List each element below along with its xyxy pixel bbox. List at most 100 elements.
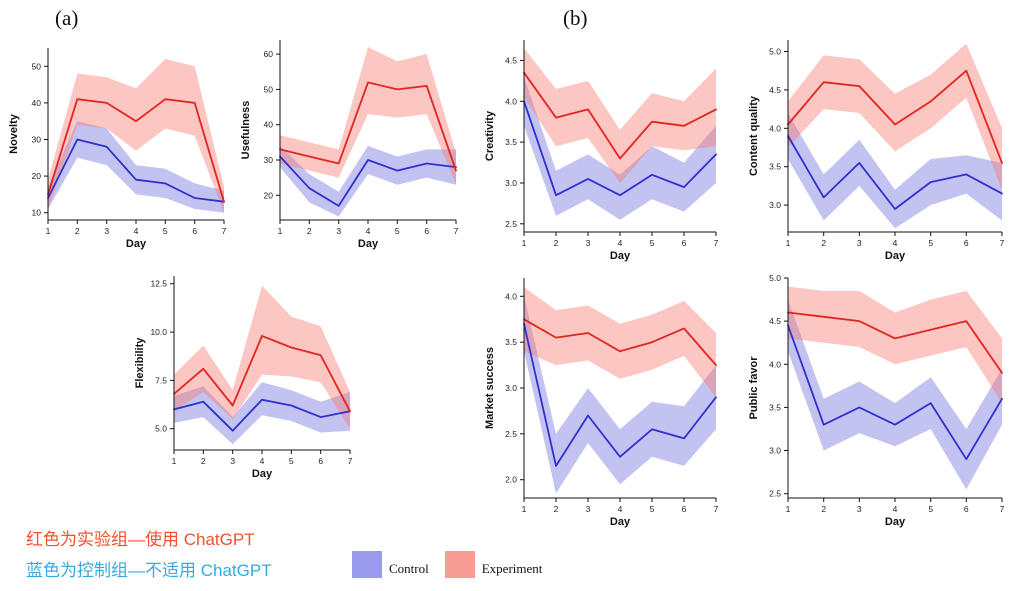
svg-text:3: 3 [857, 504, 862, 514]
svg-text:Flexibility: Flexibility [134, 337, 146, 389]
svg-text:1: 1 [786, 238, 791, 248]
control-legend-label: Control [389, 561, 429, 576]
svg-text:3: 3 [586, 238, 591, 248]
chart-flexibility: 1 2 3 4 5 6 7 5.0 7.5 10.0 12.5 Day Flexibility [132, 268, 358, 482]
svg-text:2: 2 [821, 238, 826, 248]
svg-text:4: 4 [893, 238, 898, 248]
svg-text:Creativity: Creativity [484, 110, 496, 161]
svg-text:4: 4 [893, 504, 898, 514]
svg-text:2.5: 2.5 [769, 489, 781, 499]
svg-text:4.0: 4.0 [505, 96, 517, 106]
svg-text:5.0: 5.0 [155, 424, 167, 434]
svg-text:Day: Day [610, 516, 631, 528]
svg-text:40: 40 [264, 120, 274, 130]
svg-text:10.0: 10.0 [150, 327, 167, 337]
svg-text:2: 2 [307, 226, 312, 236]
svg-text:6: 6 [964, 238, 969, 248]
svg-text:4.5: 4.5 [769, 85, 781, 95]
svg-text:7.5: 7.5 [155, 375, 167, 385]
chart-market-success: 1 2 3 4 5 6 7 2.0 2.5 3.0 3.5 4.0 Day Market success [482, 270, 724, 530]
svg-text:4: 4 [260, 456, 265, 466]
svg-text:60: 60 [264, 49, 274, 59]
svg-text:4: 4 [618, 238, 623, 248]
panel-label-a: (a) [55, 6, 79, 30]
chart-novelty: 1 2 3 4 5 6 7 10 20 30 40 50 Day Novelty [6, 40, 232, 252]
svg-text:40: 40 [32, 98, 42, 108]
svg-text:7: 7 [1000, 504, 1005, 514]
svg-text:7: 7 [348, 456, 353, 466]
svg-text:Usefulness: Usefulness [240, 101, 252, 160]
svg-text:1: 1 [522, 504, 527, 514]
svg-text:50: 50 [264, 84, 274, 94]
svg-text:3: 3 [857, 238, 862, 248]
color-notes: 红色为实验组—使用 ChatGPT 蓝色为控制组—不适用 ChatGPT [26, 524, 272, 586]
svg-text:5: 5 [650, 504, 655, 514]
svg-text:30: 30 [264, 155, 274, 165]
svg-text:Day: Day [358, 238, 379, 250]
svg-text:3: 3 [230, 456, 235, 466]
svg-text:10: 10 [32, 208, 42, 218]
svg-text:7: 7 [1000, 238, 1005, 248]
svg-text:3.0: 3.0 [505, 178, 517, 188]
svg-text:5: 5 [163, 226, 168, 236]
svg-text:3.0: 3.0 [769, 200, 781, 210]
note-control-group: 蓝色为控制组—不适用 ChatGPT [26, 561, 272, 580]
svg-text:1: 1 [46, 226, 51, 236]
svg-text:3.0: 3.0 [505, 383, 517, 393]
svg-text:1: 1 [172, 456, 177, 466]
svg-text:3.5: 3.5 [505, 337, 517, 347]
svg-text:5: 5 [650, 238, 655, 248]
svg-text:5: 5 [395, 226, 400, 236]
svg-text:2: 2 [201, 456, 206, 466]
svg-text:Public favor: Public favor [748, 356, 760, 420]
svg-text:20: 20 [264, 190, 274, 200]
svg-text:3: 3 [586, 504, 591, 514]
svg-text:2: 2 [821, 504, 826, 514]
chart-creativity: 1 2 3 4 5 6 7 2.5 3.0 3.5 4.0 4.5 Day Creativity [482, 32, 724, 264]
svg-text:6: 6 [318, 456, 323, 466]
svg-text:2: 2 [554, 238, 559, 248]
svg-text:6: 6 [682, 504, 687, 514]
chart-usefulness: 1 2 3 4 5 6 7 20 30 40 50 60 Day Usefulness [238, 32, 464, 252]
svg-text:Content quality: Content quality [748, 95, 760, 176]
chart-public-favor: 1 2 3 4 5 6 7 2.5 3.0 3.5 4.0 4.5 5.0 Day Public favor [746, 270, 1010, 530]
svg-text:5: 5 [928, 238, 933, 248]
svg-text:1: 1 [522, 238, 527, 248]
svg-text:3.0: 3.0 [769, 446, 781, 456]
svg-text:30: 30 [32, 135, 42, 145]
svg-text:6: 6 [424, 226, 429, 236]
svg-text:6: 6 [682, 238, 687, 248]
svg-text:4.5: 4.5 [505, 55, 517, 65]
svg-text:4: 4 [366, 226, 371, 236]
svg-text:2.5: 2.5 [505, 429, 517, 439]
svg-text:4.0: 4.0 [505, 291, 517, 301]
svg-text:2.5: 2.5 [505, 219, 517, 229]
note-experiment-group: 红色为实验组—使用 ChatGPT [26, 530, 255, 549]
svg-text:2: 2 [554, 504, 559, 514]
svg-text:50: 50 [32, 61, 42, 71]
panel-label-b: (b) [563, 6, 588, 30]
svg-text:5.0: 5.0 [769, 273, 781, 283]
svg-text:7: 7 [454, 226, 459, 236]
svg-text:3: 3 [104, 226, 109, 236]
experiment-legend-label: Experiment [481, 561, 543, 576]
svg-text:6: 6 [192, 226, 197, 236]
svg-text:20: 20 [32, 171, 42, 181]
svg-text:Day: Day [885, 250, 906, 262]
svg-text:7: 7 [714, 238, 719, 248]
svg-text:3: 3 [336, 226, 341, 236]
control-swatch [352, 551, 382, 578]
svg-text:5: 5 [289, 456, 294, 466]
svg-text:4.0: 4.0 [769, 123, 781, 133]
svg-text:4: 4 [134, 226, 139, 236]
svg-text:1: 1 [786, 504, 791, 514]
svg-text:4.0: 4.0 [769, 359, 781, 369]
svg-text:Novelty: Novelty [8, 113, 20, 154]
svg-text:2: 2 [75, 226, 80, 236]
svg-text:4: 4 [618, 504, 623, 514]
legend: Control Experiment [352, 551, 558, 578]
svg-text:Day: Day [252, 468, 273, 480]
svg-text:Market success: Market success [484, 347, 496, 429]
svg-text:2.0: 2.0 [505, 475, 517, 485]
